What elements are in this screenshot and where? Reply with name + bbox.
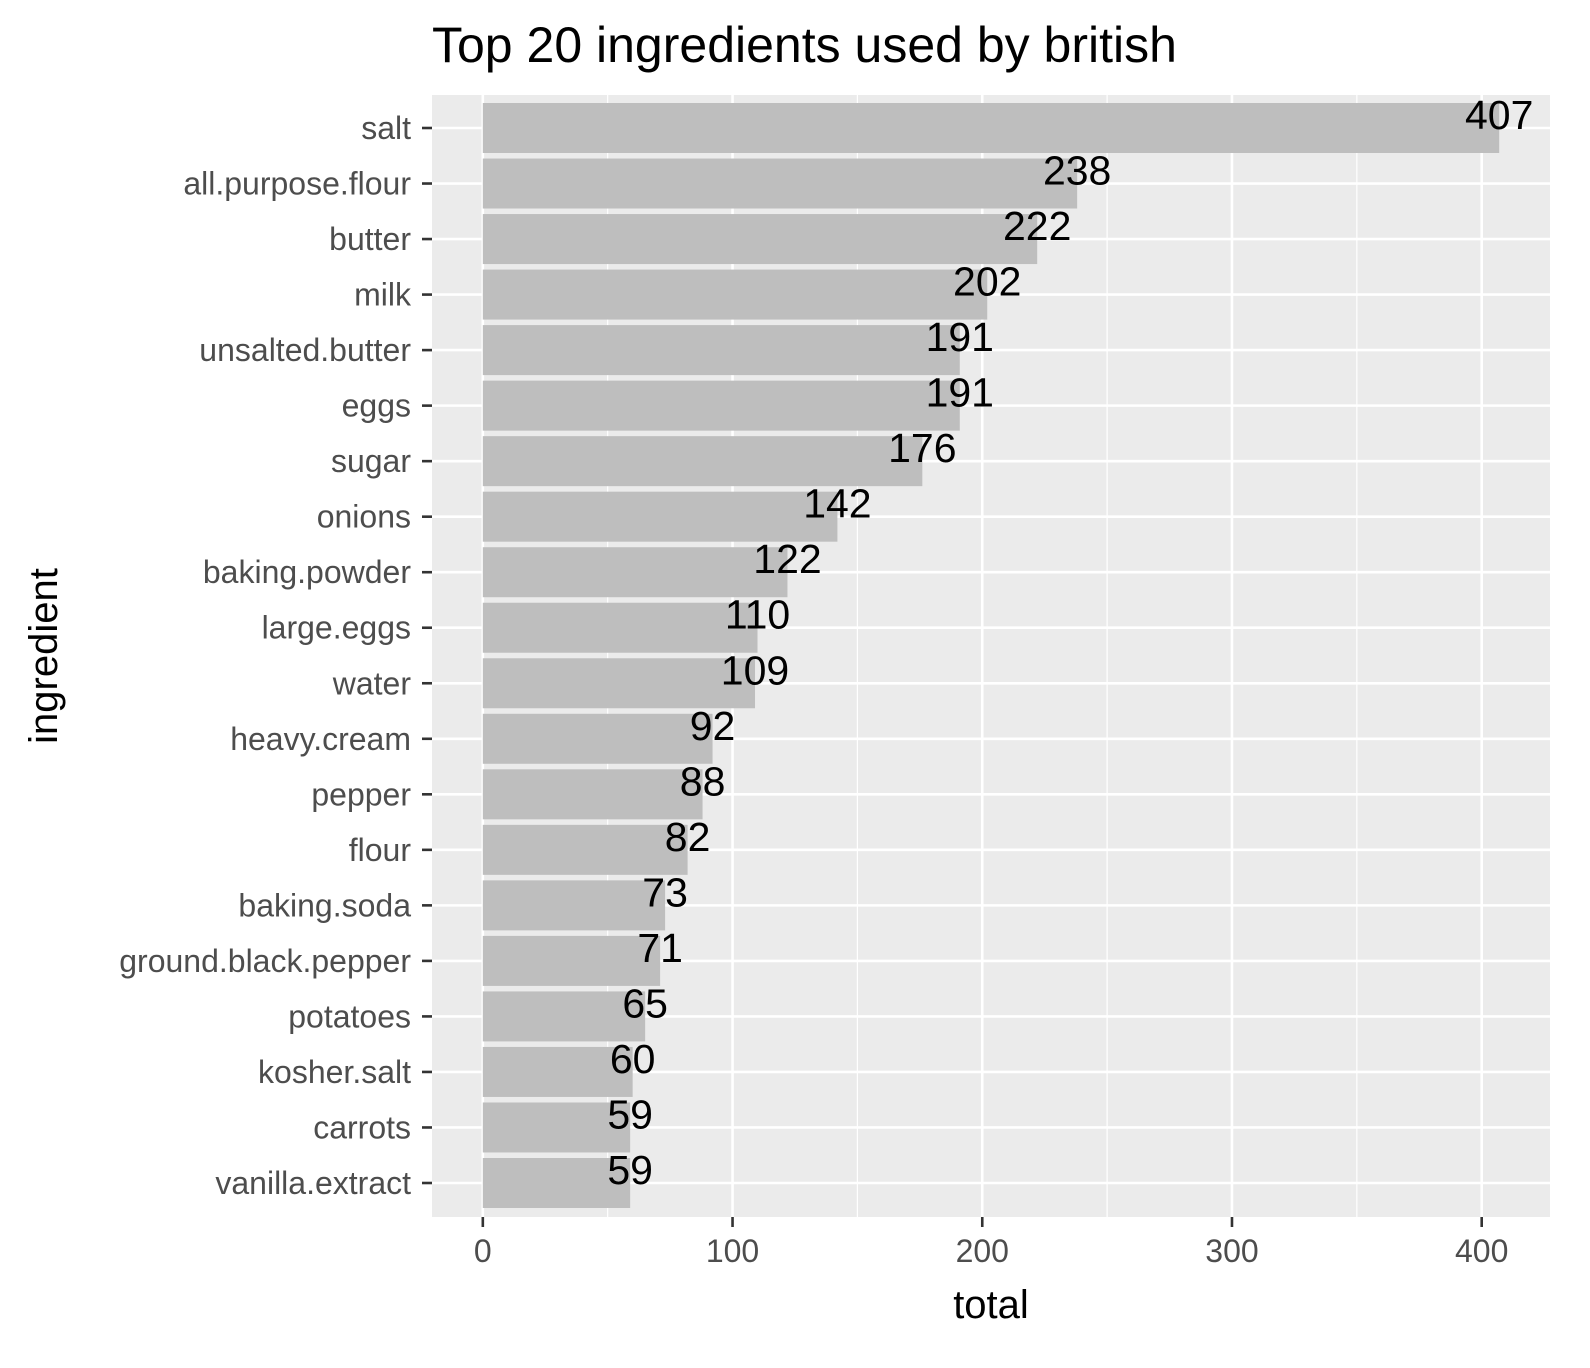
y-tick-label: ground.black.pepper — [119, 943, 411, 979]
x-tick-label: 200 — [956, 1233, 1009, 1269]
bar-value-label: 59 — [607, 1147, 653, 1193]
bar-value-label: 238 — [1043, 148, 1111, 194]
bar-milk — [482, 269, 988, 320]
y-tick-label: kosher.salt — [258, 1054, 411, 1090]
bar-value-label: 109 — [721, 647, 789, 693]
bar-value-label: 92 — [690, 703, 736, 749]
bar-value-labels: 407 238 222 202 191 191 176 142 122 110 109 92 88 82 7… — [607, 92, 1533, 1193]
y-tick-label: unsalted.butter — [199, 332, 411, 368]
bar-pepper — [482, 769, 703, 820]
bar-value-label: 191 — [926, 314, 994, 360]
bar-kosher.salt — [482, 1046, 633, 1097]
bar-large.eggs — [482, 602, 758, 653]
bar-sugar — [482, 436, 923, 487]
bar-value-label: 73 — [642, 869, 688, 915]
bar-value-label: 59 — [607, 1091, 653, 1137]
bar-value-label: 60 — [610, 1036, 656, 1082]
bar-value-label: 71 — [637, 925, 683, 971]
bar-all.purpose.flour — [482, 158, 1078, 209]
bar-eggs — [482, 380, 960, 431]
y-axis-title: ingredient — [22, 568, 66, 744]
bar-vanilla.extract — [482, 1158, 631, 1208]
bar-value-label: 142 — [803, 481, 871, 527]
bar-carrots — [482, 1102, 631, 1153]
y-tick-label: baking.powder — [203, 554, 411, 590]
x-tick-label: 400 — [1455, 1233, 1508, 1269]
bar-value-label: 82 — [665, 814, 711, 860]
bar-unsalted.butter — [482, 325, 960, 376]
x-axis: 0 100 200 300 400 — [474, 1217, 1508, 1269]
y-tick-label: eggs — [342, 388, 411, 424]
y-tick-label: large.eggs — [262, 610, 411, 646]
bar-salt — [482, 103, 1500, 153]
bar-potatoes — [482, 991, 646, 1042]
y-tick-label: onions — [317, 499, 411, 535]
x-axis-title: total — [953, 1283, 1029, 1327]
bar-ground.black.pepper — [482, 935, 661, 986]
y-tick-label: sugar — [331, 443, 411, 479]
y-axis: salt all.purpose.flour butter milk unsalted.… — [119, 110, 432, 1201]
bar-value-label: 65 — [622, 980, 668, 1026]
y-tick-label: potatoes — [288, 998, 411, 1034]
x-tick-label: 0 — [474, 1233, 492, 1269]
y-tick-label: heavy.cream — [230, 721, 411, 757]
y-tick-label: vanilla.extract — [215, 1165, 411, 1201]
chart-title: Top 20 ingredients used by british — [432, 17, 1177, 73]
bar-heavy.cream — [482, 713, 713, 764]
y-tick-label: milk — [354, 277, 412, 313]
bar-value-label: 110 — [725, 592, 790, 638]
bar-baking.soda — [482, 880, 666, 931]
y-tick-label: salt — [361, 110, 411, 146]
bar-value-label: 176 — [888, 425, 956, 471]
bar-value-label: 202 — [953, 259, 1021, 305]
bar-value-label: 222 — [1003, 203, 1071, 249]
x-tick-label: 100 — [706, 1233, 759, 1269]
bar-onions — [482, 491, 838, 542]
y-tick-label: flour — [349, 832, 412, 868]
y-tick-label: baking.soda — [238, 887, 411, 923]
bar-value-label: 407 — [1465, 92, 1533, 138]
bar-value-label: 122 — [753, 536, 821, 582]
bar-baking.powder — [482, 547, 788, 598]
y-tick-label: water — [332, 665, 412, 701]
x-tick-label: 300 — [1205, 1233, 1258, 1269]
bar-value-label: 88 — [680, 758, 726, 804]
bar-butter — [482, 214, 1038, 265]
bar-flour — [482, 824, 688, 875]
bars — [482, 103, 1500, 1208]
y-tick-label: all.purpose.flour — [183, 166, 411, 202]
y-tick-label: pepper — [311, 776, 411, 812]
bar-water — [482, 658, 756, 709]
y-tick-label: butter — [329, 221, 411, 257]
y-tick-label: carrots — [313, 1109, 411, 1145]
bar-value-label: 191 — [926, 370, 994, 416]
